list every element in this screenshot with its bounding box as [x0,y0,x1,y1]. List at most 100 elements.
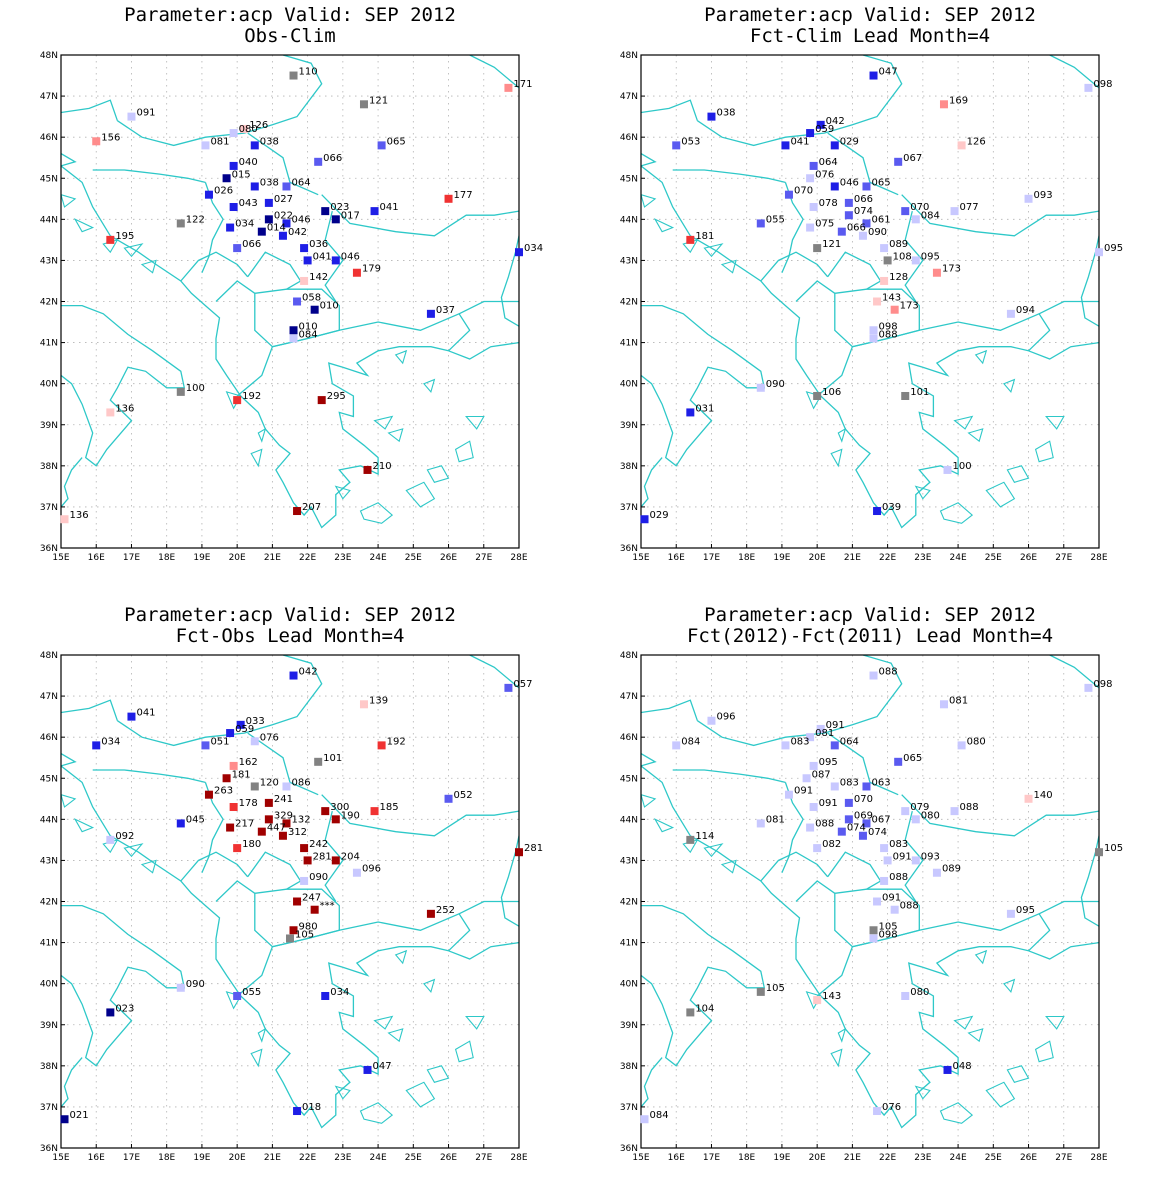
station-square [282,219,291,228]
station-square [289,71,298,80]
station-value-label: 029 [650,510,669,521]
station-value-label: 065 [903,753,922,764]
station-square [1024,194,1033,203]
station-value-label: 036 [309,239,328,250]
station-value-label: 080 [239,124,258,135]
lon-tick-label: 16E [668,1153,685,1163]
station-square [809,761,818,770]
station-marker: 088 [869,329,898,343]
station-square [890,905,899,914]
station-square [756,819,765,828]
station-marker: 207 [293,502,321,516]
panel-subtitle: Obs-Clim [244,25,336,47]
coast-line [827,251,882,290]
station-marker: 010 [289,321,318,335]
station-marker: 034 [321,987,349,1000]
station-marker: 034 [92,736,120,750]
station-square [300,844,309,853]
station-value-label: 066 [242,239,261,250]
station-value-label: 021 [70,1110,89,1121]
station-square [289,334,298,343]
station-square [444,194,453,203]
island-outline [653,818,675,833]
station-value-label: 093 [1034,190,1053,201]
station-marker: 084 [289,329,318,343]
station-value-label: 101 [323,753,342,764]
station-marker: 143 [873,293,901,306]
lon-tick-label: 23E [914,553,931,563]
lat-tick-label: 41N [40,939,58,949]
station-value-label: 042 [288,227,307,238]
station-value-label: 027 [274,194,293,205]
station-value-label: 095 [1104,243,1123,254]
station-marker: 055 [233,987,261,1000]
station-marker: 077 [950,202,979,216]
lat-tick-label: 45N [620,774,638,784]
lat-tick-label: 39N [40,421,58,431]
station-marker: 042 [278,227,307,240]
lon-tick-label: 17E [703,1153,720,1163]
station-square [289,926,298,935]
coast-line [215,280,256,302]
station-marker: 055 [756,214,785,228]
station-marker: 252 [426,905,455,918]
station-square [1006,909,1015,918]
station-square [310,905,319,914]
station-value-label: 067 [903,153,922,164]
station-square [950,207,959,216]
station-marker: 090 [858,227,887,240]
station-square [229,761,238,770]
station-square [250,141,259,150]
station-marker: 090 [756,379,785,392]
station-square [844,815,853,824]
station-value-label: 263 [214,786,233,797]
station-square [756,219,765,228]
station-value-label: 281 [313,851,332,862]
station-value-label: 010 [299,321,318,332]
island-outline [387,1028,404,1043]
coast-line [448,341,519,360]
station-marker: 142 [300,272,328,285]
station-square [289,326,298,335]
station-square [707,716,716,725]
station-square [289,671,298,680]
station-marker: 079 [901,802,929,816]
station-square [844,798,853,807]
coast-line [117,655,323,747]
lon-tick-label: 19E [773,553,790,563]
station-value-label: 084 [299,329,318,340]
island-outline [250,448,263,468]
lon-tick-label: 15E [632,1153,649,1163]
station-value-label: 104 [695,1003,714,1014]
lat-tick-label: 36N [620,1144,638,1154]
station-marker: 108 [883,251,912,265]
station-square [233,396,242,405]
lon-tick-label: 17E [123,1153,140,1163]
coast-line [827,732,899,796]
station-marker: 169 [939,95,968,109]
island-outline [830,448,843,468]
island-outline [61,194,77,208]
station-value-label: 088 [960,802,979,813]
station-marker: 139 [359,695,388,709]
island-outline [394,349,408,365]
station-square [813,996,822,1005]
station-square [250,782,259,791]
station-marker: 076 [873,1102,901,1116]
station-value-label: 247 [302,893,321,904]
station-square [830,182,839,191]
station-marker: 067 [894,153,922,166]
lon-tick-label: 25E [405,1153,422,1163]
station-marker: 093 [911,851,940,865]
lon-tick-label: 25E [985,553,1002,563]
lon-tick-label: 28E [510,1153,527,1163]
station-marker: 083 [781,736,810,750]
station-value-label: 095 [921,251,940,262]
island-outline [641,794,657,808]
station-marker: 023 [106,1003,134,1017]
station-value-label: 108 [893,251,912,262]
station-square [707,112,716,121]
coast-line [641,904,766,1067]
station-marker: 096 [352,864,381,877]
lat-tick-label: 43N [620,256,638,266]
